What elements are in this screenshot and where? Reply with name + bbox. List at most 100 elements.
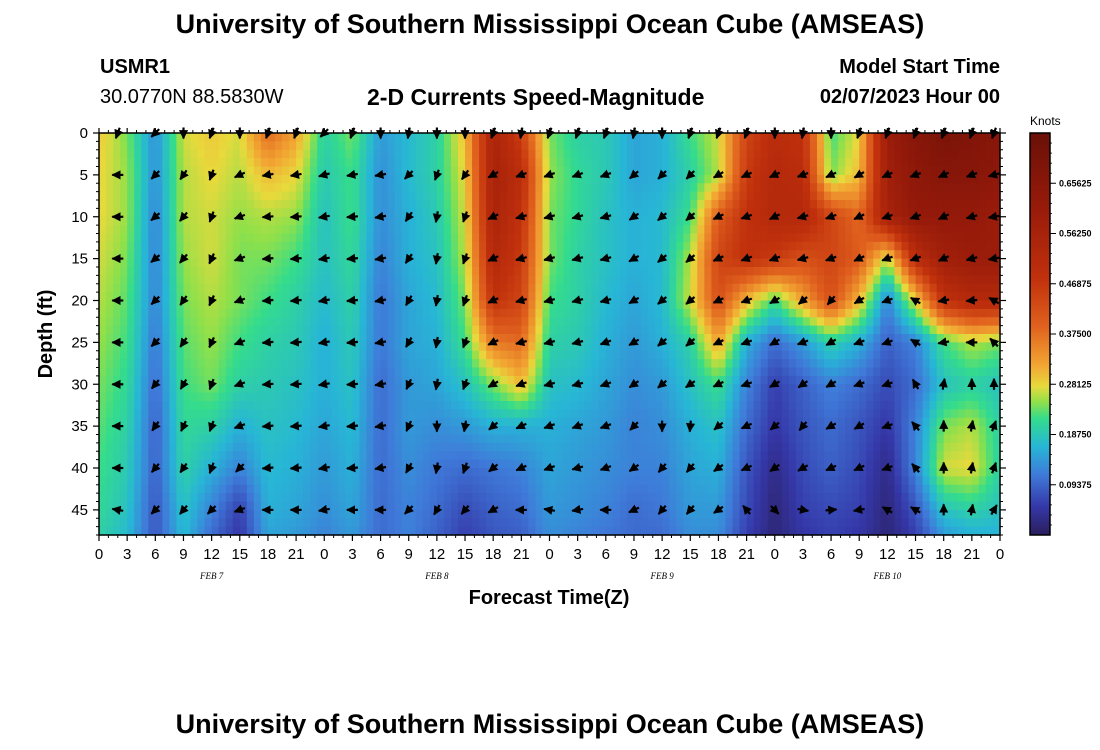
heatmap-cell [760,325,769,335]
heatmap-cell [535,317,544,327]
heatmap-cell [134,241,142,251]
heatmap-cell [204,191,213,201]
heatmap-cell [239,392,248,402]
heatmap-cell [310,317,318,327]
heatmap-cell [218,208,227,218]
heatmap-cell [535,342,544,352]
heatmap-cell [563,342,572,352]
heatmap-cell [394,200,403,209]
heatmap-cell [162,417,170,427]
heatmap-cell [619,442,628,452]
heatmap-cell [584,367,593,377]
heatmap-cell [612,267,621,276]
heatmap-cell [563,233,572,243]
heatmap-cell [683,434,691,444]
heatmap-cell [894,258,903,268]
heatmap-cell [612,317,621,327]
heatmap-cell [197,166,206,176]
heatmap-cell [704,434,712,444]
heatmap-cell [352,183,361,193]
heatmap-cell [964,216,973,226]
heatmap-cell [936,141,945,151]
heatmap-cell [253,141,262,151]
heatmap-cell [985,292,994,302]
heatmap-cell [936,200,945,209]
heatmap-cell [514,216,522,226]
heatmap-cell [831,225,839,235]
heatmap-cell [704,367,712,377]
heatmap-cell [246,283,255,293]
heatmap-cell [253,208,262,218]
heatmap-cell [211,174,220,184]
heatmap-cell [282,174,290,184]
heatmap-cell [486,267,494,276]
heatmap-cell [366,216,375,226]
heatmap-cell [584,166,593,176]
heatmap-cell [507,191,515,201]
heatmap-cell [394,233,403,243]
heatmap-cell [633,191,642,201]
heatmap-cell [303,216,311,226]
heatmap-cell [338,334,346,343]
heatmap-cell [99,325,107,335]
heatmap-cell [591,250,600,260]
heatmap-cell [366,392,375,402]
heatmap-cell [781,334,790,343]
heatmap-cell [141,359,149,369]
heatmap-cell [260,258,269,268]
heatmap-cell [866,317,874,327]
heatmap-cell [605,149,614,159]
heatmap-cell [978,426,987,436]
heatmap-cell [218,317,227,327]
heatmap-cell [648,208,656,218]
heatmap-cell [816,241,825,251]
heatmap-cell [394,241,403,251]
heatmap-cell [760,258,769,268]
heatmap-cell [725,451,734,461]
heatmap-cell [971,183,980,193]
heatmap-cell [669,426,677,436]
heatmap-cell [239,225,248,235]
heatmap-cell [472,384,480,394]
heatmap-cell [542,451,551,461]
heatmap-cell [746,200,755,209]
heatmap-cell [225,133,234,142]
heatmap-cell [795,451,804,461]
heatmap-cell [169,426,178,436]
heatmap-cell [528,183,537,193]
heatmap-cell [971,216,980,226]
heatmap-cell [788,283,797,293]
heatmap-cell [753,300,762,310]
heatmap-cell [443,250,452,260]
heatmap-cell [964,325,973,335]
heatmap-cell [162,225,170,235]
heatmap-cell [359,342,368,352]
heatmap-cell [753,350,762,360]
heatmap-cell [795,225,804,235]
heatmap-cell [641,359,649,369]
heatmap-cell [859,384,867,394]
heatmap-cell [915,401,924,410]
heatmap-cell [788,208,797,218]
heatmap-cell [274,392,283,402]
heatmap-cell [669,250,677,260]
heatmap-cell [711,317,720,327]
heatmap-cell [612,308,621,318]
heatmap-cell [711,174,720,184]
heatmap-cell [500,233,508,243]
heatmap-cell [669,166,677,176]
heatmap-cell [746,384,755,394]
heatmap-cell [387,401,396,410]
heatmap-cell [246,426,255,436]
heatmap-cell [246,133,255,142]
heatmap-cell [859,359,867,369]
heatmap-cell [929,183,938,193]
heatmap-cell [809,141,818,151]
heatmap-cell [887,258,896,268]
heatmap-cell [127,174,135,184]
heatmap-cell [831,241,839,251]
heatmap-cell [443,350,452,360]
heatmap-cell [408,275,417,285]
heatmap-cell [591,200,600,209]
heatmap-cell [985,258,994,268]
